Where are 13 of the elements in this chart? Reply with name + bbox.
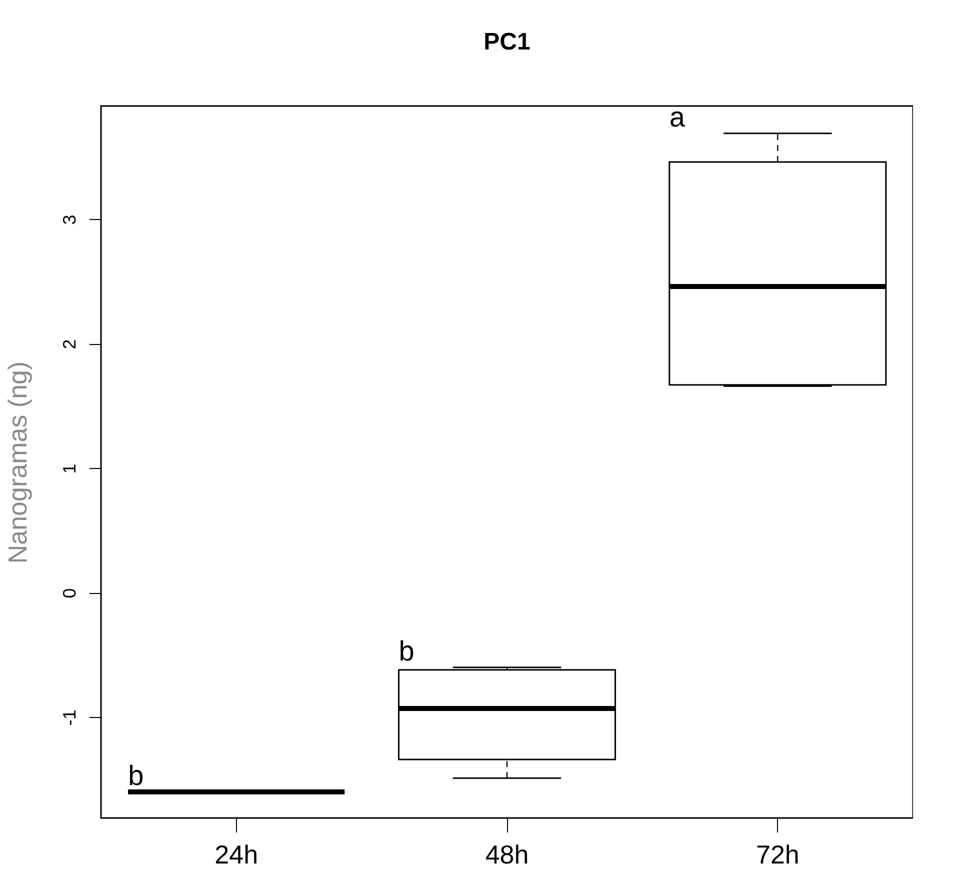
annotation: a: [669, 101, 686, 132]
y-tick-label: 3: [60, 214, 80, 225]
y-axis-title: Nanogramas (ng): [2, 361, 32, 564]
x-tick-label: 72h: [756, 840, 800, 870]
x-tick-label: 48h: [485, 840, 529, 870]
x-tick-label: 24h: [214, 840, 258, 870]
annotation: b: [128, 760, 144, 791]
y-tick-label: 0: [60, 588, 80, 598]
y-tick-label: 1: [60, 464, 80, 474]
y-tick-label: -1: [60, 710, 80, 726]
annotation: b: [398, 635, 414, 666]
chart-title: PC1: [484, 28, 530, 56]
y-tick-label: 2: [60, 339, 80, 350]
